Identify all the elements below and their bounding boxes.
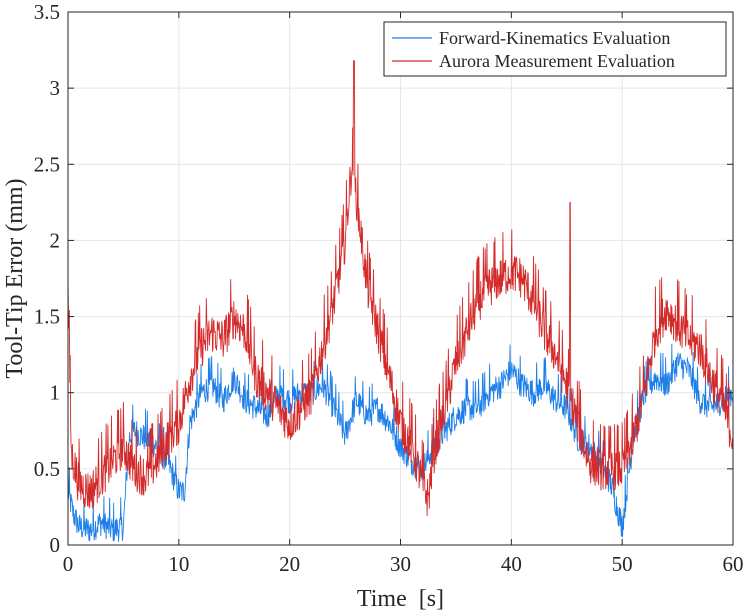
- series-lines: [67, 60, 734, 542]
- x-tick-label: 60: [723, 552, 744, 576]
- y-tick-label: 2: [50, 228, 61, 252]
- x-axis-label: Time [s]: [357, 586, 444, 612]
- x-tick-label: 50: [612, 552, 633, 576]
- y-tick-label: 3.5: [34, 0, 60, 24]
- legend-box: [383, 21, 727, 77]
- y-tick-label: 1.5: [34, 305, 60, 329]
- series-line-forward-kinematics: [67, 343, 734, 542]
- axis-ticks: 0 10 20 30 40 50 60 0 0.5 1 1.5 2 2.5 3 3.5: [34, 0, 744, 576]
- series-line-aurora-measurement: [67, 60, 734, 517]
- y-tick-label: 0.5: [34, 457, 60, 481]
- legend: Forward-Kinematics Evaluation Aurora Mea…: [383, 21, 727, 77]
- x-tick-label: 10: [168, 552, 189, 576]
- legend-label-aurora: Aurora Measurement Evaluation: [439, 51, 675, 71]
- x-tick-label: 20: [279, 552, 300, 576]
- y-axis-label: Tool-Tip Error (mm): [2, 178, 28, 378]
- x-tick-label: 40: [501, 552, 522, 576]
- y-tick-label: 0: [50, 533, 61, 557]
- x-tick-label: 30: [390, 552, 411, 576]
- y-tick-label: 3: [50, 76, 61, 100]
- y-tick-label: 2.5: [34, 152, 60, 176]
- y-tick-label: 1: [50, 381, 61, 405]
- legend-label-forward-kinematics: Forward-Kinematics Evaluation: [439, 28, 670, 48]
- x-tick-label: 0: [63, 552, 74, 576]
